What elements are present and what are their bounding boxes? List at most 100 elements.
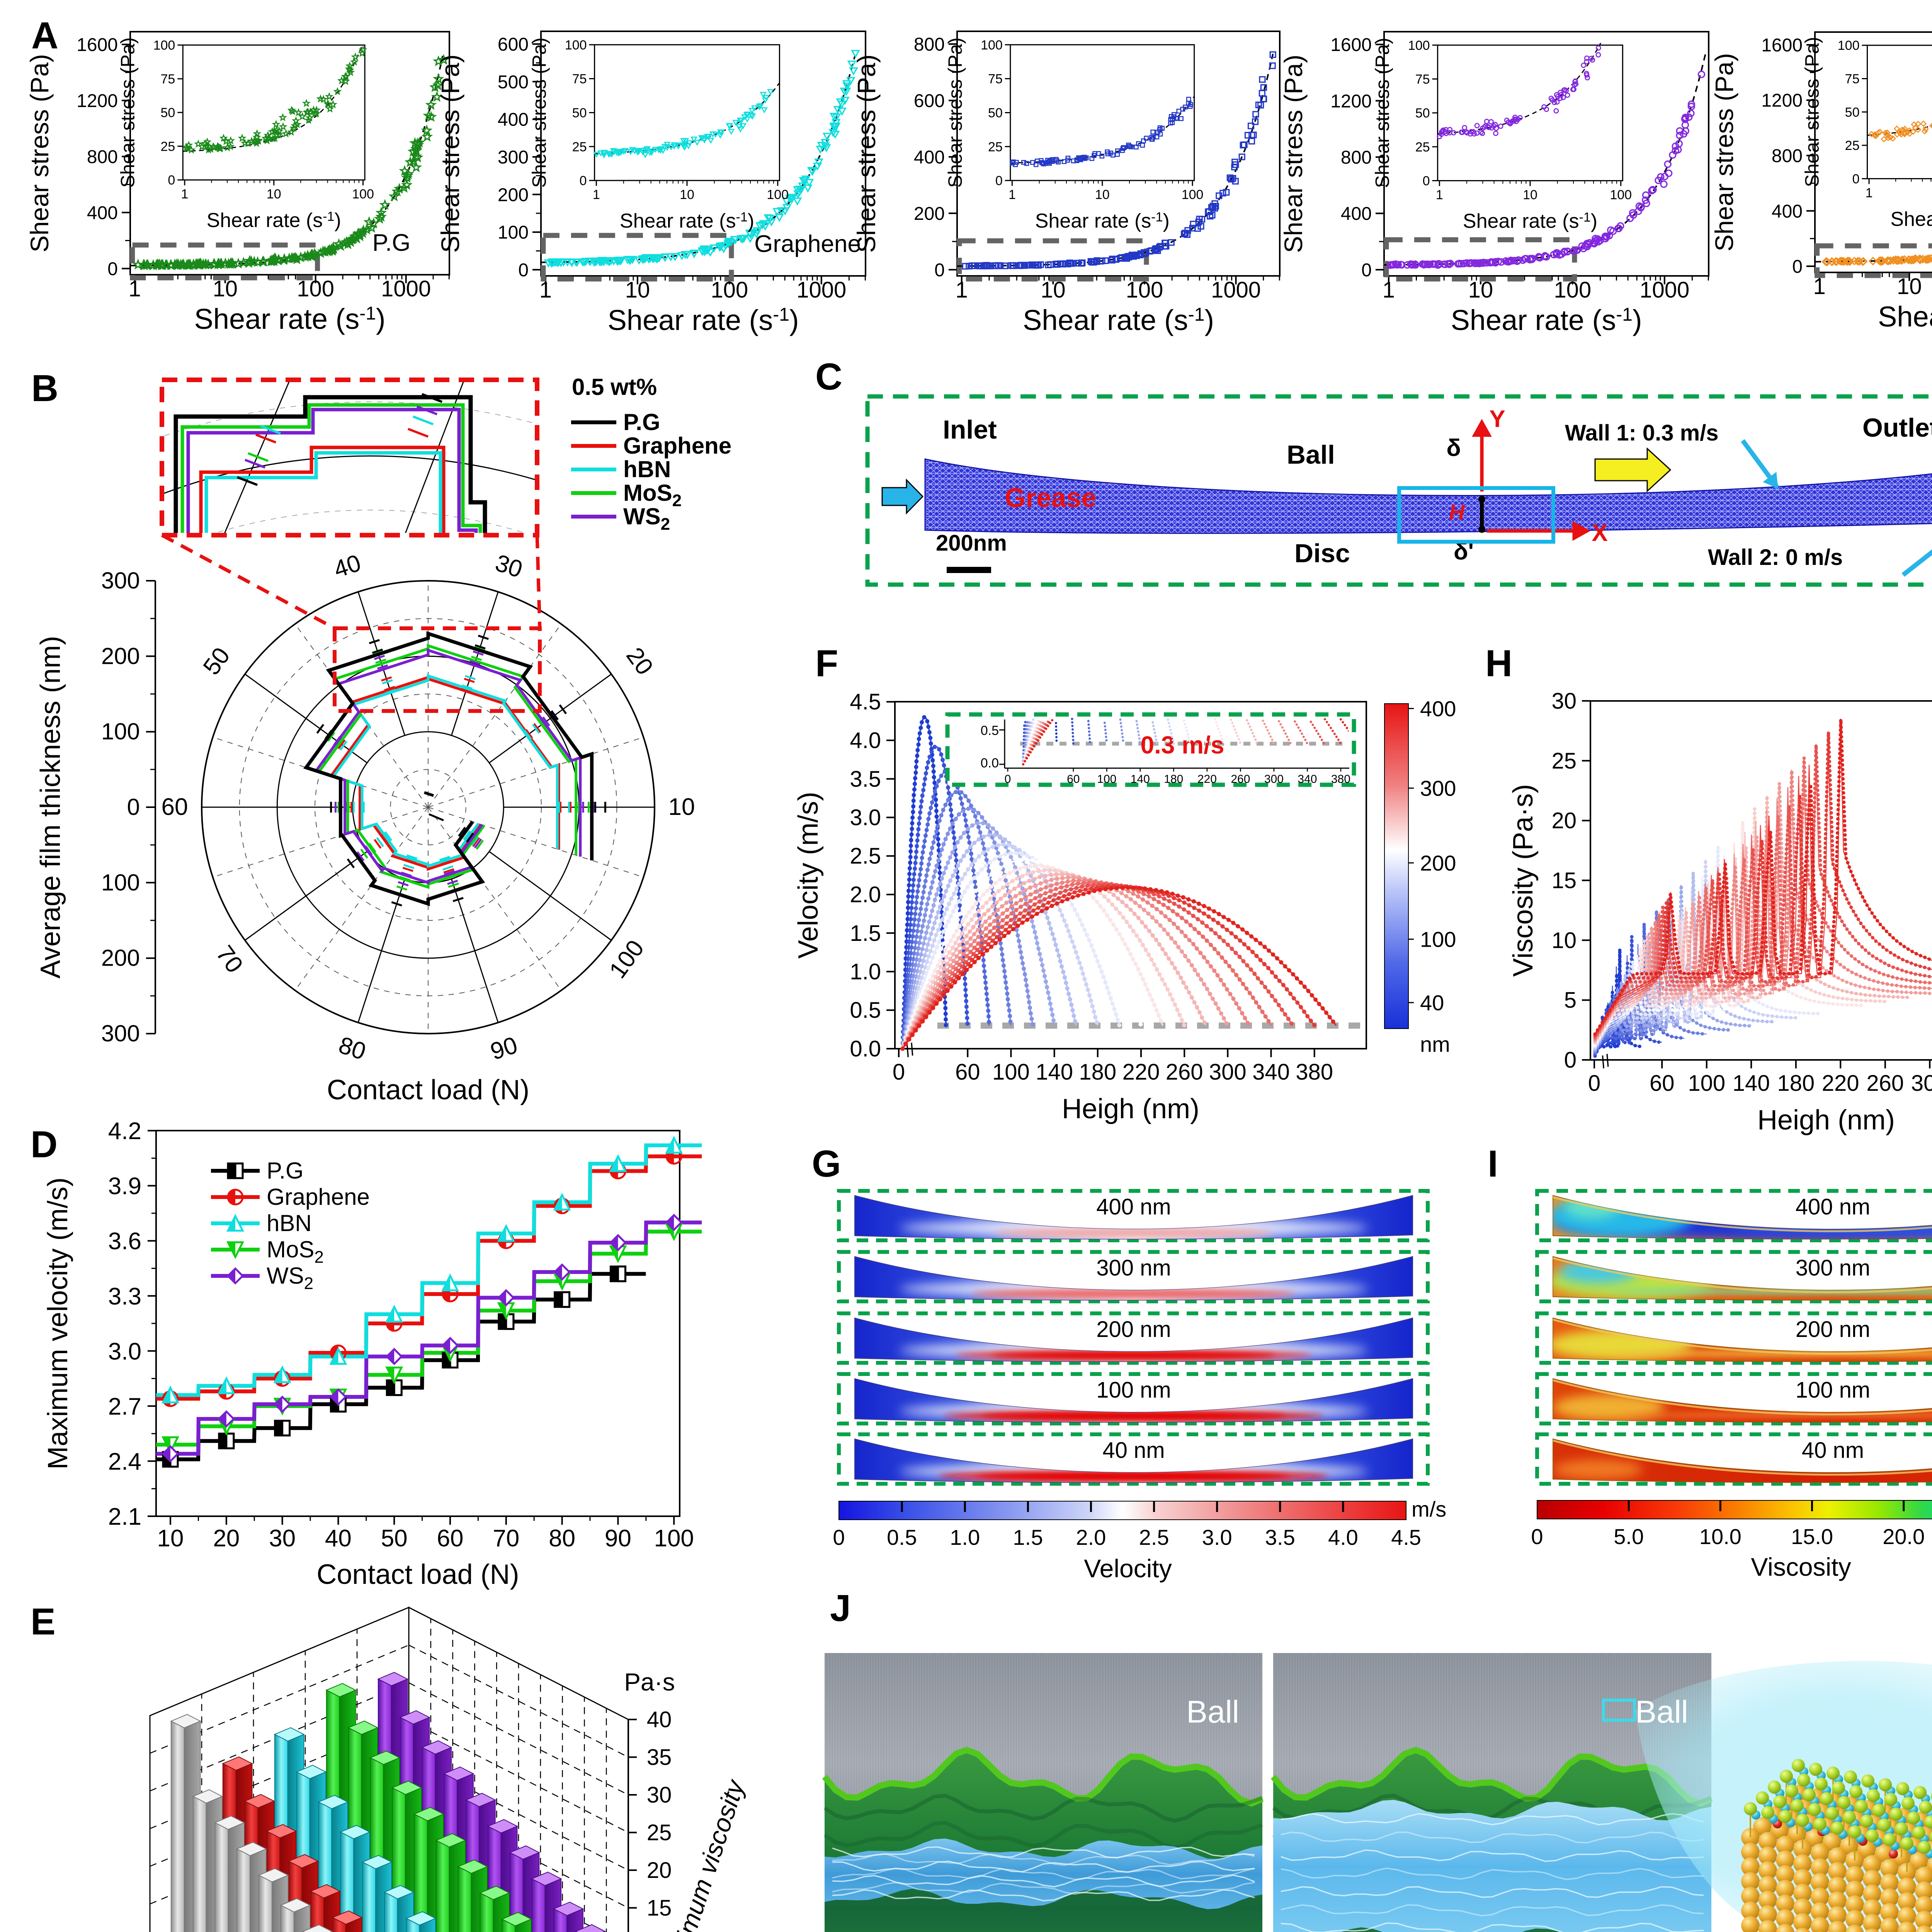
svg-text:40 nm: 40 nm — [1802, 1438, 1864, 1463]
svg-text:Outlet: Outlet — [1862, 413, 1932, 442]
svg-text:100 nm: 100 nm — [1796, 1378, 1870, 1403]
svg-text:200nm: 200nm — [936, 531, 1007, 556]
svg-text:Heigh (nm): Heigh (nm) — [1757, 1105, 1895, 1136]
svg-text:0: 0 — [893, 1060, 905, 1085]
svg-text:25: 25 — [647, 1820, 672, 1845]
svg-text:800: 800 — [87, 147, 118, 167]
svg-text:0: 0 — [1792, 257, 1803, 277]
svg-text:hBN: hBN — [623, 456, 671, 482]
svg-text:1.5: 1.5 — [1013, 1525, 1043, 1549]
svg-text:180: 180 — [1164, 773, 1183, 786]
svg-text:20.0: 20.0 — [1883, 1524, 1925, 1549]
svg-text:180: 180 — [1079, 1060, 1116, 1085]
svg-text:220: 220 — [1122, 1060, 1160, 1085]
svg-text:0: 0 — [1361, 260, 1372, 281]
svg-text:0: 0 — [1588, 1071, 1600, 1096]
svg-text:50: 50 — [572, 106, 587, 121]
svg-text:200: 200 — [498, 185, 529, 205]
svg-text:3.3: 3.3 — [108, 1283, 141, 1310]
svg-text:10: 10 — [157, 1525, 184, 1552]
svg-text:100: 100 — [1097, 773, 1116, 786]
svg-text:4.2: 4.2 — [108, 1118, 141, 1145]
svg-text:0: 0 — [1852, 172, 1860, 186]
svg-text:2.1: 2.1 — [108, 1503, 141, 1530]
svg-text:4.0: 4.0 — [1328, 1525, 1358, 1549]
svg-text:140: 140 — [1036, 1060, 1073, 1085]
svg-text:1: 1 — [1383, 277, 1395, 303]
svg-text:Velocity: Velocity — [1084, 1554, 1172, 1583]
svg-text:C: C — [815, 355, 842, 398]
svg-text:Shear stress (Pa): Shear stress (Pa) — [1372, 38, 1393, 188]
svg-text:X: X — [1592, 520, 1607, 546]
svg-text:0: 0 — [1423, 174, 1430, 189]
svg-text:3.5: 3.5 — [850, 767, 881, 792]
svg-text:Ball: Ball — [1635, 1694, 1688, 1730]
svg-text:0.5: 0.5 — [887, 1525, 917, 1549]
svg-text:100: 100 — [498, 223, 529, 243]
svg-text:0: 0 — [1005, 773, 1011, 786]
svg-text:340: 340 — [1252, 1060, 1290, 1085]
svg-text:50: 50 — [1845, 105, 1860, 120]
svg-text:Velocity (m/s): Velocity (m/s) — [793, 792, 824, 959]
svg-text:0.5: 0.5 — [981, 723, 999, 738]
svg-text:1000: 1000 — [381, 276, 431, 301]
svg-text:200: 200 — [914, 204, 945, 224]
svg-text:Ball: Ball — [1186, 1694, 1239, 1730]
svg-text:380: 380 — [1331, 773, 1350, 786]
svg-text:40: 40 — [647, 1707, 672, 1732]
svg-text:Average film thickness (nm): Average film thickness (nm) — [35, 636, 66, 979]
svg-text:3.0: 3.0 — [108, 1338, 141, 1365]
svg-text:0.5: 0.5 — [850, 998, 881, 1023]
svg-text:400: 400 — [1772, 201, 1803, 222]
svg-text:Inlet: Inlet — [943, 415, 997, 444]
svg-text:220: 220 — [1197, 773, 1217, 786]
svg-text:0: 0 — [518, 260, 529, 281]
svg-text:4.5: 4.5 — [850, 689, 881, 714]
svg-text:MoS2: MoS2 — [267, 1236, 324, 1267]
svg-text:100: 100 — [297, 276, 334, 301]
svg-text:400: 400 — [87, 203, 118, 223]
svg-text:60: 60 — [437, 1525, 464, 1552]
svg-text:40: 40 — [325, 1525, 352, 1552]
svg-text:0: 0 — [995, 173, 1003, 188]
svg-text:50: 50 — [381, 1525, 408, 1552]
svg-text:25: 25 — [160, 139, 175, 154]
svg-text:Ball: Ball — [1287, 440, 1335, 469]
svg-text:140: 140 — [1131, 773, 1150, 786]
svg-text:90: 90 — [605, 1525, 631, 1552]
svg-text:260: 260 — [1166, 1060, 1203, 1085]
svg-text:4.0: 4.0 — [850, 728, 881, 753]
svg-text:400: 400 — [914, 147, 945, 168]
svg-text:2.4: 2.4 — [108, 1448, 141, 1475]
svg-text:1.5: 1.5 — [850, 921, 881, 946]
svg-text:70: 70 — [493, 1525, 519, 1552]
svg-text:δ: δ — [1446, 435, 1461, 461]
svg-text:P.G: P.G — [267, 1158, 304, 1184]
svg-text:140: 140 — [1733, 1071, 1770, 1096]
svg-text:400: 400 — [498, 110, 529, 130]
svg-text:180: 180 — [1777, 1071, 1815, 1096]
svg-text:100: 100 — [352, 187, 374, 202]
svg-text:10: 10 — [1041, 277, 1066, 303]
svg-text:0: 0 — [1564, 1048, 1577, 1073]
svg-text:2.5: 2.5 — [1139, 1525, 1169, 1549]
svg-text:25: 25 — [1551, 748, 1577, 774]
svg-text:1200: 1200 — [1330, 91, 1372, 112]
svg-text:1000: 1000 — [796, 277, 846, 303]
svg-text:Maximum velocity (m/s): Maximum velocity (m/s) — [43, 1177, 73, 1469]
svg-text:100: 100 — [1126, 277, 1163, 303]
svg-text:20: 20 — [213, 1525, 240, 1552]
svg-text:100: 100 — [1838, 38, 1860, 53]
svg-text:1600: 1600 — [1761, 35, 1803, 56]
svg-text:300: 300 — [498, 147, 529, 168]
svg-text:0.0: 0.0 — [981, 756, 999, 770]
svg-text:F: F — [815, 642, 838, 684]
svg-text:Shear stress (Pa): Shear stress (Pa) — [436, 54, 464, 253]
svg-text:D: D — [31, 1123, 58, 1165]
svg-text:75: 75 — [572, 72, 587, 87]
svg-text:100: 100 — [1688, 1071, 1725, 1096]
svg-text:30: 30 — [269, 1525, 296, 1552]
svg-text:A: A — [31, 14, 58, 56]
svg-text:10: 10 — [680, 187, 694, 202]
svg-text:35: 35 — [647, 1745, 672, 1770]
